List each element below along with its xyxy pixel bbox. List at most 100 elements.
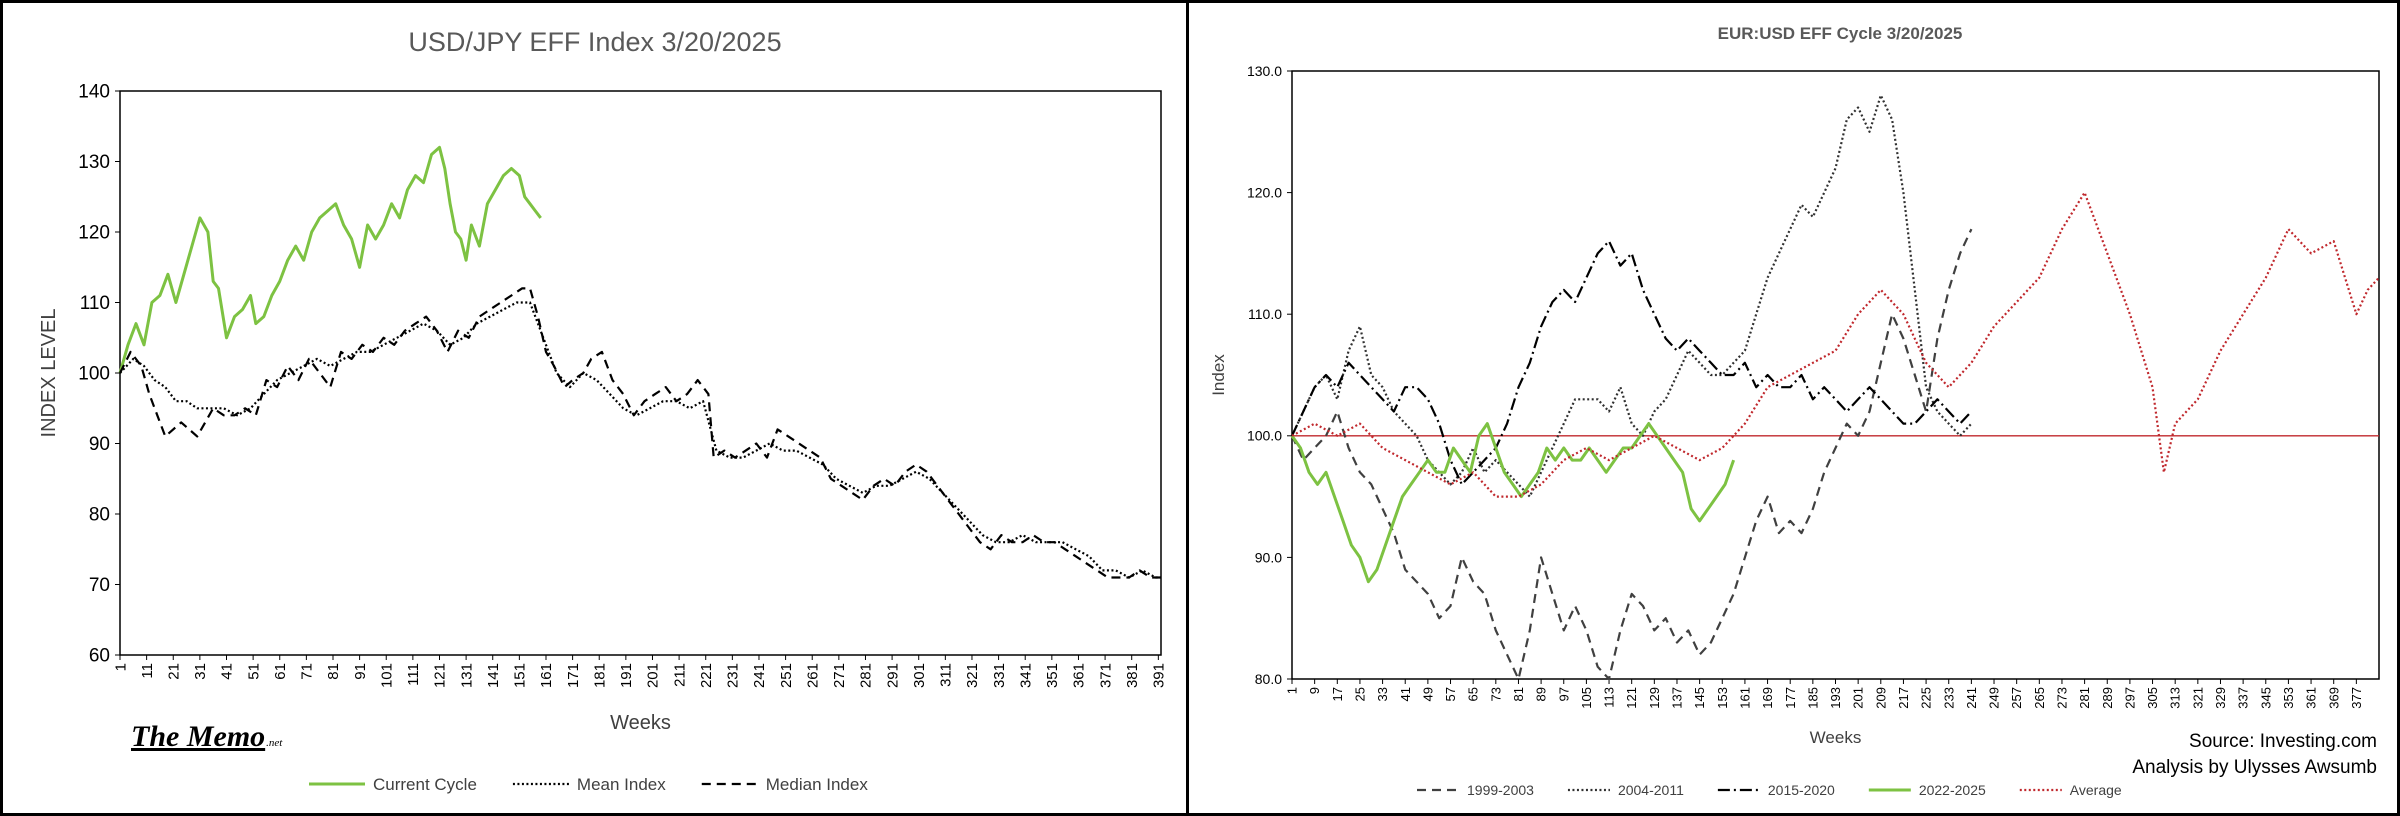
x-tick-label: 145 <box>1692 687 1707 709</box>
x-tick-label: 297 <box>2122 687 2137 709</box>
x-tick-label: 281 <box>2077 687 2092 709</box>
x-tick-label: 313 <box>2168 687 2183 709</box>
x-tick-label: 271 <box>831 663 848 688</box>
y-tick-label: 120 <box>78 223 110 244</box>
logo-suffix: .net <box>266 737 283 749</box>
x-tick-label: 301 <box>911 663 928 688</box>
x-tick-label: 201 <box>645 663 662 688</box>
chart-title: EUR:USD EFF Cycle 3/20/2025 <box>1718 24 1963 43</box>
x-tick-label: 305 <box>2145 687 2160 709</box>
series-line-2015-2020 <box>1291 240 1973 486</box>
x-tick-label: 71 <box>299 663 316 680</box>
usdjpy-chart: USD/JPY EFF Index 3/20/20256070809010011… <box>38 27 1168 794</box>
x-tick-label: 241 <box>751 663 768 688</box>
x-tick-label: 345 <box>2258 687 2273 709</box>
plot-area-frame <box>119 90 1162 656</box>
x-tick-label: 31 <box>192 663 209 680</box>
x-tick-label: 81 <box>325 663 342 680</box>
y-axis-label: INDEX LEVEL <box>38 309 60 438</box>
x-tick-label: 181 <box>591 663 608 688</box>
x-tick-label: 73 <box>1488 687 1503 701</box>
x-tick-label: 57 <box>1443 687 1458 701</box>
plot-area-frame <box>1291 70 2380 680</box>
x-tick-label: 191 <box>618 663 635 688</box>
series-line-1999-2003 <box>1291 228 1973 681</box>
y-tick-label: 130 <box>78 152 110 173</box>
x-tick-label: 169 <box>1760 687 1775 709</box>
y-tick-label: 60 <box>89 646 110 667</box>
the-memo-logo: The Memo.net <box>131 720 282 754</box>
y-tick-label: 70 <box>89 575 110 596</box>
y-tick-label: 100.0 <box>1247 428 1282 444</box>
x-tick-label: 251 <box>778 663 795 688</box>
x-tick-label: 81 <box>1511 687 1526 701</box>
x-tick-label: 257 <box>2009 687 2024 709</box>
x-tick-label: 369 <box>2326 687 2341 709</box>
legend-entry: 2022-2025 <box>1919 782 1986 798</box>
x-tick-label: 153 <box>1715 687 1730 709</box>
x-tick-label: 321 <box>2190 687 2205 709</box>
x-tick-label: 289 <box>2100 687 2115 709</box>
logo-text: The Memo <box>131 720 266 753</box>
x-tick-label: 25 <box>1352 687 1367 701</box>
x-tick-label: 217 <box>1896 687 1911 709</box>
x-tick-label: 273 <box>2055 687 2070 709</box>
x-tick-label: 233 <box>1941 687 1956 709</box>
x-tick-label: 371 <box>1097 663 1114 688</box>
x-tick-label: 11 <box>139 663 156 679</box>
legend-entry: 1999-2003 <box>1467 782 1534 798</box>
x-tick-label: 351 <box>1044 663 1061 688</box>
x-tick-label: 221 <box>698 663 715 688</box>
x-tick-label: 137 <box>1670 687 1685 709</box>
x-tick-label: 1 <box>1285 687 1300 694</box>
series-line-2022-2025 <box>1290 422 1736 584</box>
x-tick-label: 51 <box>245 663 262 680</box>
x-tick-label: 337 <box>2236 687 2251 709</box>
x-tick-label: 311 <box>938 663 955 687</box>
x-tick-label: 381 <box>1124 663 1141 688</box>
x-tick-label: 121 <box>432 663 449 688</box>
y-tick-label: 90.0 <box>1255 549 1282 565</box>
y-tick-label: 100 <box>78 364 110 385</box>
x-tick-label: 21 <box>165 663 182 680</box>
x-tick-label: 1 <box>112 663 129 671</box>
x-tick-label: 209 <box>1873 687 1888 709</box>
x-tick-label: 9 <box>1307 687 1322 694</box>
x-tick-label: 41 <box>219 663 236 680</box>
x-tick-label: 113 <box>1602 687 1617 708</box>
series-line-2004-2011 <box>1291 94 1973 498</box>
x-axis-label: Weeks <box>610 712 671 734</box>
x-tick-label: 185 <box>1805 687 1820 709</box>
x-tick-label: 141 <box>485 663 502 688</box>
chart-title: USD/JPY EFF Index 3/20/2025 <box>408 27 781 57</box>
source-credit: Source: Investing.com <box>2189 731 2377 752</box>
x-tick-label: 97 <box>1556 687 1571 701</box>
x-tick-label: 91 <box>352 663 369 680</box>
y-tick-label: 130.0 <box>1247 63 1282 79</box>
x-tick-label: 151 <box>512 663 529 688</box>
right-chart-panel: EUR:USD EFF Cycle 3/20/2025 80.0 90.0 100.0… <box>1186 0 2400 816</box>
x-tick-label: 201 <box>1851 687 1866 709</box>
legend-entry: Median Index <box>766 775 869 794</box>
x-tick-label: 241 <box>1964 687 1979 709</box>
x-tick-label: 249 <box>1987 687 2002 709</box>
x-tick-label: 161 <box>538 663 555 688</box>
x-tick-label: 161 <box>1737 687 1752 709</box>
x-tick-label: 331 <box>991 663 1008 688</box>
series-line-median-index <box>119 287 1161 579</box>
legend-entry: Mean Index <box>577 775 666 794</box>
y-tick-label: 110.0 <box>1248 306 1282 322</box>
x-tick-label: 265 <box>2032 687 2047 709</box>
y-tick-label: 140 <box>78 82 110 103</box>
x-tick-label: 111 <box>405 663 422 686</box>
x-axis-label: Weeks <box>1810 728 1862 747</box>
x-tick-label: 41 <box>1398 687 1413 701</box>
analysis-credit: Analysis by Ulysses Awsumb <box>2132 757 2377 778</box>
x-tick-label: 49 <box>1420 687 1435 701</box>
x-tick-label: 211 <box>671 663 688 687</box>
x-tick-label: 17 <box>1330 687 1345 701</box>
x-tick-label: 261 <box>804 663 821 688</box>
left-chart-panel: USD/JPY EFF Index 3/20/2025 60 70 80 90 100 11… <box>0 0 1189 816</box>
x-tick-label: 321 <box>964 663 981 688</box>
x-tick-label: 281 <box>858 663 875 688</box>
